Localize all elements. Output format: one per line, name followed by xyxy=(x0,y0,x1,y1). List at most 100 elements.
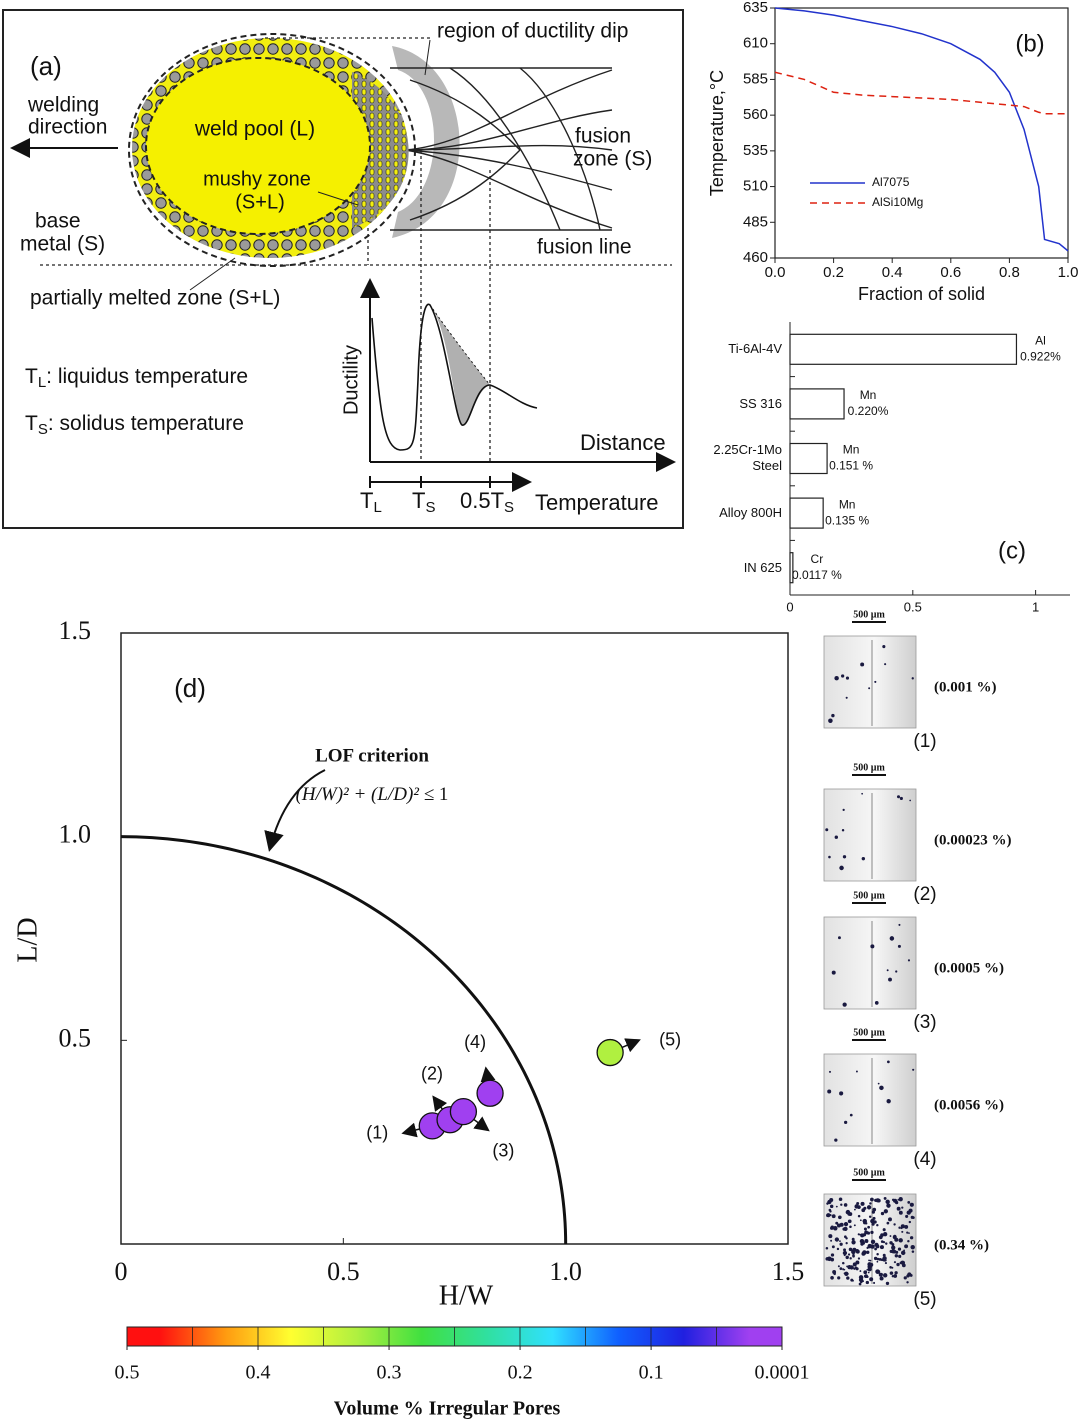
category-box: SS 316 xyxy=(739,396,782,411)
y-tick-label: 635 xyxy=(743,0,768,16)
pore xyxy=(889,1241,893,1245)
pore xyxy=(909,1202,914,1207)
legend-entry: TS: solidus temperature xyxy=(25,412,244,438)
pore xyxy=(838,1197,843,1202)
leader-line xyxy=(189,257,236,291)
pore xyxy=(859,1270,862,1272)
pore xyxy=(889,1271,894,1275)
pore xyxy=(839,1242,843,1246)
category-box: Alloy 800H xyxy=(719,504,782,520)
pore xyxy=(863,1270,868,1275)
pore xyxy=(882,1228,886,1232)
series-line xyxy=(774,7,1069,252)
mushy-region xyxy=(352,72,409,228)
pore xyxy=(893,1234,897,1238)
data-point xyxy=(449,1097,478,1126)
pore xyxy=(842,1250,848,1256)
panel-label: (c) xyxy=(998,537,1026,564)
pore xyxy=(848,1247,853,1252)
point-arrow xyxy=(401,1122,420,1138)
pore xyxy=(896,1262,900,1267)
pore xyxy=(844,1235,847,1239)
pore xyxy=(870,1239,876,1245)
pore xyxy=(870,1197,874,1202)
weld-pool xyxy=(145,57,371,235)
pore xyxy=(845,1242,848,1245)
y-tick-label: Alloy 800H xyxy=(719,504,782,520)
pore xyxy=(876,1224,879,1227)
value-label-element: Al xyxy=(1035,333,1046,347)
pore xyxy=(895,970,898,973)
pore xyxy=(883,1209,889,1214)
plot-frame xyxy=(120,632,789,1245)
temperature-ticks xyxy=(369,476,491,488)
value-label: 0.151 % xyxy=(829,459,873,473)
pore xyxy=(842,1227,846,1231)
pore xyxy=(874,680,877,683)
pore xyxy=(857,1214,861,1218)
pore xyxy=(867,1243,872,1249)
pore xyxy=(872,1207,877,1212)
colorbar-tick-label: 0.5 xyxy=(115,1362,140,1384)
pore xyxy=(885,1199,890,1205)
pore xyxy=(845,696,848,699)
label: fusion xyxy=(575,125,631,148)
pmz-boundary xyxy=(128,33,416,267)
pore xyxy=(847,1212,851,1216)
bar xyxy=(789,388,845,420)
pore xyxy=(826,1213,830,1218)
pore-label: (0.34 %) xyxy=(934,1237,989,1253)
specimen-label: (4) xyxy=(913,1149,936,1170)
pore xyxy=(868,687,871,690)
x-tick-label: 1.5 xyxy=(772,1257,805,1286)
pore xyxy=(866,1250,870,1254)
pore xyxy=(885,1281,890,1286)
scale-bar-label: 500 µm xyxy=(853,1167,885,1178)
x-tick-label: 1.0 xyxy=(1058,264,1079,281)
pore xyxy=(870,1230,874,1235)
pore xyxy=(898,1254,902,1259)
pore xyxy=(840,1203,843,1206)
specimen-label: (3) xyxy=(913,1012,936,1033)
point-label: (3) xyxy=(492,1140,514,1160)
pore xyxy=(869,1259,872,1262)
pore xyxy=(836,1247,840,1251)
pore xyxy=(893,1261,897,1264)
series-line xyxy=(774,71,1068,115)
scale-bar-label: 500 µm xyxy=(853,609,885,620)
pore xyxy=(834,1237,840,1242)
pore xyxy=(867,1271,870,1274)
pore xyxy=(911,677,914,680)
pore xyxy=(882,1256,887,1261)
pore-label: (0.0056 %) xyxy=(934,1097,1004,1113)
pore xyxy=(831,970,836,975)
pore xyxy=(868,1259,870,1262)
pore xyxy=(863,1221,867,1225)
pore xyxy=(882,645,886,649)
pore xyxy=(843,1272,846,1275)
pore xyxy=(874,1001,879,1005)
value-label-element: Mn xyxy=(843,443,860,457)
pore xyxy=(867,1262,872,1267)
pore xyxy=(908,1232,910,1234)
criterion-formula: (H/W)² + (L/D)² ≤ 1 xyxy=(296,784,449,805)
pore xyxy=(910,1244,915,1250)
pore xyxy=(851,1237,855,1241)
pore xyxy=(839,1267,843,1271)
pore xyxy=(846,1265,849,1268)
pore xyxy=(854,1208,856,1211)
pore xyxy=(863,1206,867,1210)
pore xyxy=(874,1242,879,1248)
point-label: (1) xyxy=(366,1123,388,1143)
pore xyxy=(898,1238,903,1243)
pore xyxy=(874,1198,877,1201)
leader-line xyxy=(317,191,359,206)
specimen-image xyxy=(823,1053,917,1147)
pore xyxy=(886,969,889,972)
pore xyxy=(847,1219,852,1224)
pore xyxy=(889,1235,892,1237)
pore xyxy=(885,1242,888,1245)
pore xyxy=(854,1266,858,1269)
pore xyxy=(891,1250,894,1252)
